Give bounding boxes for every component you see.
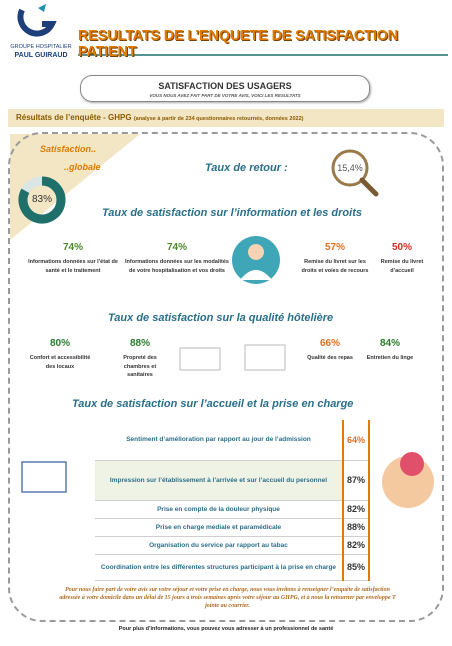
banner-title: SATISFACTION DES USAGERS (158, 81, 292, 91)
care-row: Organisation du service par rapport au t… (95, 536, 371, 555)
logo-line1: GROUPE HOSPITALIER (10, 44, 72, 50)
bed-icon (179, 347, 221, 371)
item: 57% Remise du livret sur les droits et vo… (300, 242, 370, 275)
global-value: 83% (31, 194, 52, 205)
return-label: Taux de retour : (205, 162, 288, 174)
care-table: Sentiment d’amélioration par rapport au … (95, 420, 371, 581)
care-row: Coordination entre les différentes struc… (95, 554, 371, 581)
magnifier-handle (359, 177, 379, 197)
item-label: Informations données sur l’état de santé… (28, 259, 118, 274)
footer-note: Pour nous faire part de votre avis sur v… (59, 587, 396, 609)
item-label: Confort et accessibilité des locaux (29, 355, 91, 370)
item-label: Propreté des chambres et sanitaires (123, 355, 157, 378)
footer-info: Pour plus d’informations, vous pouvez vo… (118, 626, 334, 632)
hotel-title: Taux de satisfaction sur la qualité hôte… (108, 312, 334, 324)
results-note: (analyse à partir de 234 questionnaires … (133, 116, 304, 122)
item-value: 84% (379, 338, 400, 349)
care-title: Taux de satisfaction sur l’accueil et la… (72, 398, 354, 410)
logo-bird (38, 4, 46, 12)
doctor-head (248, 244, 264, 260)
care-label: Organisation du service par rapport au t… (95, 536, 343, 555)
results-bar: Résultats de l’enquête - GHPG (analyse à… (8, 109, 444, 127)
care-label: Coordination entre les différentes struc… (95, 554, 343, 581)
item-label: Informations données sur les modalités d… (125, 259, 229, 274)
care-value: 64% (341, 420, 371, 461)
care-row: Impression sur l’établissement à l’arriv… (95, 460, 371, 501)
care-row: Prise en charge médiale et paramédicale 8… (95, 518, 371, 537)
information-title: Taux de satisfaction sur l’information e… (102, 207, 362, 219)
item-value: 80% (49, 338, 70, 349)
global-label1: Satisfaction.. (40, 144, 97, 154)
item: 88% Propreté des chambres et sanitaires (112, 338, 168, 380)
item: 50% Remise du livret d’accueil (372, 242, 432, 275)
return-value: 15,4% (337, 163, 363, 173)
item: 80% Confort et accessibilité des locaux (25, 338, 95, 371)
banner-subtitle: VOUS NOUS AVEZ FAIT PART DE VOTRE AVIS, … (149, 93, 301, 98)
global-bg (10, 134, 140, 240)
care-value: 82% (341, 500, 371, 519)
doctor-coat (240, 270, 272, 280)
logo-mark (17, 8, 57, 37)
care-label: Impression sur l’établissement à l’arriv… (95, 460, 343, 501)
global-label2: ..globale (64, 162, 101, 172)
item-value: 88% (129, 338, 150, 349)
item-value: 66% (319, 338, 340, 349)
care-value: 85% (341, 554, 371, 581)
item-label: Remise du livret sur les droits et voies… (301, 259, 369, 274)
building-icon (21, 461, 67, 493)
donut (18, 176, 66, 224)
item-value: 50% (391, 242, 412, 253)
item-label: Qualité des repas (307, 355, 353, 361)
frame (8, 132, 444, 622)
care-value: 82% (341, 536, 371, 555)
care-row: Sentiment d’amélioration par rapport au … (95, 420, 371, 461)
item: 66% Qualité des repas (300, 338, 360, 363)
donut-arc (18, 176, 66, 224)
item: 84% Entretien du linge (365, 338, 415, 363)
item-label: Entretien du linge (366, 355, 414, 361)
logo-line2: PAUL GUIRAUD (14, 52, 68, 59)
banner: SATISFACTION DES USAGERS VOUS NOUS AVEZ … (80, 75, 370, 102)
item: 74% Informations données sur l’état de sa… (28, 242, 118, 275)
care-value: 88% (341, 518, 371, 537)
item-value: 57% (324, 242, 345, 253)
care-row: Prise en compte de la douleur physique 82… (95, 500, 371, 519)
care-label: Prise en charge médiale et paramédicale (95, 518, 343, 537)
meal-icon (244, 344, 286, 371)
page-title: RESULTATS DE L’ENQUETE DE SATISFACTION P… (78, 28, 399, 60)
results-label: Résultats de l’enquête - GHPG (16, 113, 132, 122)
care-label: Prise en compte de la douleur physique (95, 500, 343, 519)
care-value: 87% (341, 460, 371, 501)
item-value: 74% (166, 242, 187, 253)
item-label: Remise du livret d’accueil (380, 259, 424, 274)
item-value: 74% (62, 242, 83, 253)
brain-icon (400, 452, 424, 476)
care-label: Sentiment d’amélioration par rapport au … (95, 420, 343, 461)
magnifier (331, 149, 369, 187)
item: 74% Informations données sur les modalité… (122, 242, 232, 275)
